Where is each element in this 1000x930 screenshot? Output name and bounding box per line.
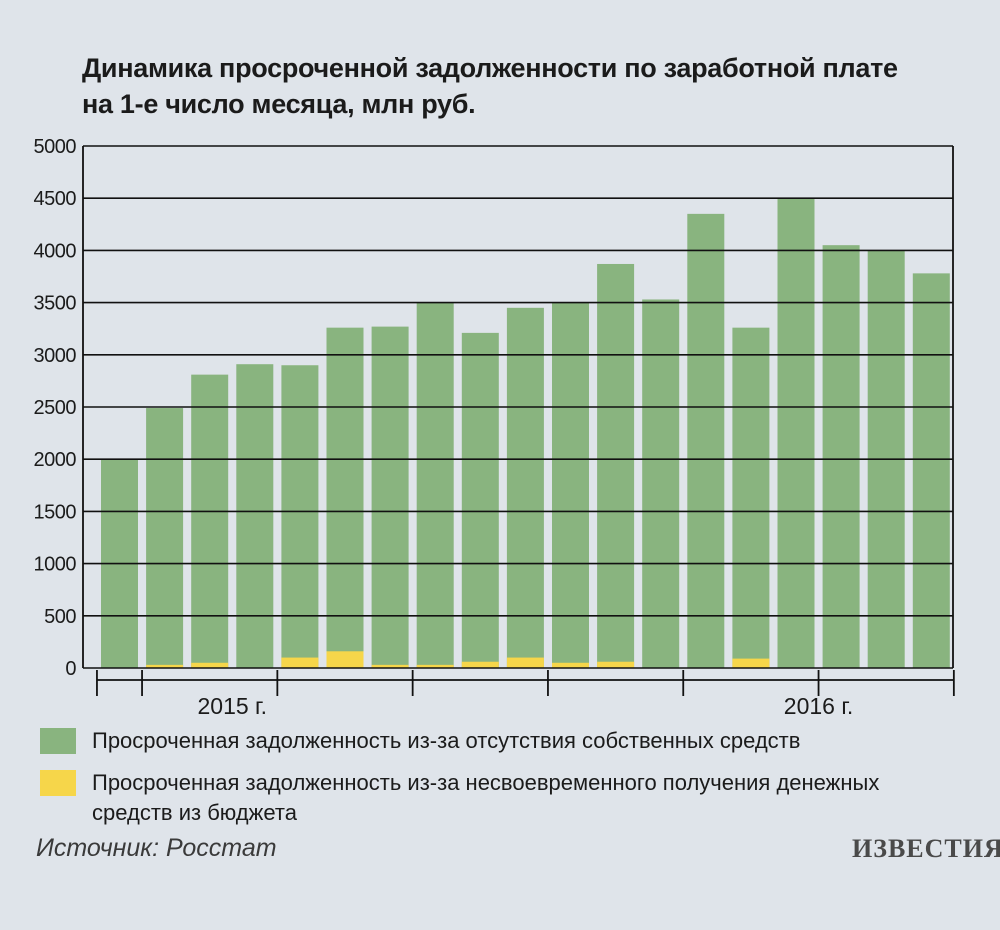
legend-item-budget: Просроченная задолженность из-за несвоев… (40, 768, 912, 828)
y-tick-label: 2500 (34, 397, 77, 419)
bar-own-funds (687, 213, 725, 669)
bar-budget (732, 658, 770, 668)
legend-label-own-funds: Просроченная задолженность из-за отсутст… (92, 728, 801, 753)
bar-own-funds (416, 302, 454, 668)
bar-own-funds (191, 374, 229, 668)
y-tick-label: 500 (44, 606, 76, 628)
bar-own-funds (371, 326, 409, 668)
y-tick-label: 1000 (34, 554, 77, 576)
bar-own-funds (597, 263, 635, 668)
bar-budget (552, 662, 589, 668)
y-tick-label: 3500 (34, 293, 77, 315)
y-tick-label: 0 (65, 658, 76, 680)
bar-budget (506, 657, 544, 668)
bar-own-funds (236, 364, 274, 668)
legend-item-own-funds: Просроченная задолженность из-за отсутст… (40, 726, 912, 756)
chart-title: Динамика просроченной задолженности по з… (82, 50, 898, 122)
bar-own-funds (281, 365, 319, 668)
bar-budget (597, 661, 635, 668)
chart-title-line-2: на 1-е число месяца, млн руб. (82, 89, 476, 119)
bar-budget (461, 661, 499, 668)
chart-title-line-1: Динамика просроченной задолженности по з… (82, 53, 898, 83)
bar-own-funds (912, 273, 950, 668)
bar-budget (146, 664, 184, 668)
y-tick-label: 5000 (34, 136, 77, 158)
x-year-label: 2016 г. (784, 693, 854, 719)
y-tick-label: 4500 (34, 188, 77, 210)
legend-swatch-own-funds (40, 728, 76, 754)
bar-own-funds (822, 245, 860, 668)
bar-own-funds (777, 198, 815, 668)
y-tick-label: 3000 (34, 345, 77, 367)
legend-label-budget: Просроченная задолженность из-за несвоев… (92, 770, 880, 825)
y-tick-label: 4000 (34, 240, 77, 262)
bar-budget (416, 664, 454, 668)
y-tick-label: 2000 (34, 449, 77, 471)
bar-own-funds (732, 327, 770, 668)
bar-budget (371, 664, 409, 668)
bar-budget (281, 657, 319, 668)
bar-own-funds (552, 302, 589, 668)
bar-budget (326, 651, 364, 668)
legend-swatch-budget (40, 770, 76, 796)
x-year-label: 2015 г. (197, 693, 267, 719)
bar-budget (191, 662, 229, 668)
source-note: Источник: Росстат (36, 834, 277, 862)
bar-own-funds (642, 299, 680, 668)
bar-own-funds (326, 327, 364, 668)
bar-own-funds (461, 332, 499, 668)
y-tick-label: 1500 (34, 501, 77, 523)
bar-own-funds (506, 307, 544, 668)
bar-own-funds (146, 408, 184, 668)
publisher-logo: ИЗВЕСТИЯ (852, 834, 1000, 863)
